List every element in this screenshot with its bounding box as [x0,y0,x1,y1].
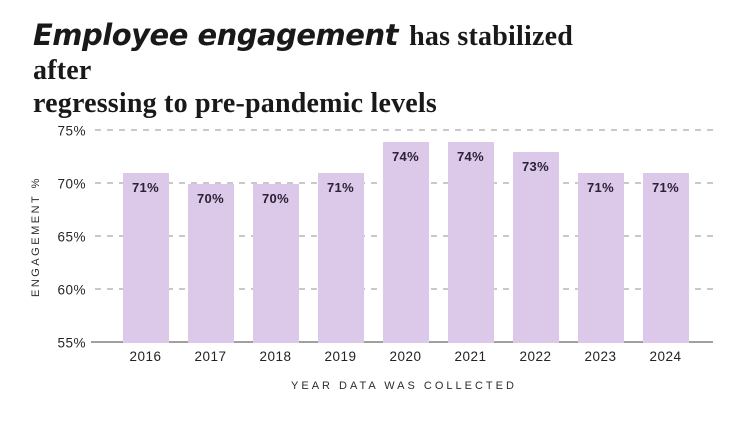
bar-cell-2019: 71% [308,131,373,343]
bar-cell-2022: 73% [503,131,568,343]
bar-cell-2016: 71% [113,131,178,343]
x-axis-title: YEAR DATA WAS COLLECTED [291,380,517,392]
bars-row: 71% 70% 70% 71% 74% 74% 73% 71% 71% [95,131,713,343]
bar-2021: 74% [447,141,494,343]
bar-value-label-2018: 70% [262,191,289,206]
gridline-75 [95,129,713,131]
x-axis-tick-2020: 2020 [389,349,422,364]
x-axis-tick-2019: 2019 [324,349,357,364]
bar-cell-2023: 71% [568,131,633,343]
x-axis-tick-2024: 2024 [649,349,682,364]
bar-2023: 71% [577,173,624,343]
y-axis-tick-55: 55% [57,335,86,351]
bar-2020: 74% [382,141,429,343]
bar-cell-2021: 74% [438,131,503,343]
chart-title-line2: regressing to pre-pandemic levels [33,88,438,120]
bar-value-label-2020: 74% [392,148,419,164]
x-axis-tick-2018: 2018 [259,349,292,364]
bar-2019: 71% [317,173,364,343]
y-axis-tick-70: 70% [57,176,86,192]
y-axis-tick-75: 75% [57,123,86,139]
y-axis-tick-65: 65% [57,229,86,245]
bar-value-label-2022: 73% [522,159,549,175]
bar-2018: 70% [252,184,299,343]
x-axis-tick-row: 2016 2017 2018 2019 2020 2021 2022 2023 2024 [95,349,713,364]
bar-value-label-2019: 71% [327,180,354,196]
bar-value-label-2017: 70% [197,191,224,206]
bar-cell-2018: 70% [243,131,308,343]
bar-2016: 71% [122,173,169,343]
y-axis-tick-60: 60% [57,282,86,298]
plot-area: 55% 60% 65% 70% 75% 71% 70% 70% 71% 74% 74% 73% 71% 7… [57,124,713,351]
x-axis-tick-2023: 2023 [584,349,617,364]
bar-value-label-2021: 74% [457,148,484,164]
bar-2022: 73% [512,152,559,343]
bar-cell-2020: 74% [373,131,438,343]
bar-cell-2024: 71% [633,131,698,343]
bar-cell-2017: 70% [178,131,243,343]
bar-2024: 71% [642,173,689,343]
x-axis-tick-2016: 2016 [129,349,162,364]
chart-title: Employee engagement has stabilized after… [33,18,633,121]
chart-title-line1-rest: has stabilized after [33,21,573,86]
bar-value-label-2023: 71% [587,180,614,196]
chart-title-script: Employee engagement [33,18,398,52]
x-axis-tick-2017: 2017 [194,349,227,364]
x-axis-tick-2022: 2022 [519,349,552,364]
bar-value-label-2016: 71% [132,180,159,196]
bar-2017: 70% [187,184,234,343]
x-axis-tick-2021: 2021 [454,349,487,364]
bar-value-label-2024: 71% [652,180,679,196]
